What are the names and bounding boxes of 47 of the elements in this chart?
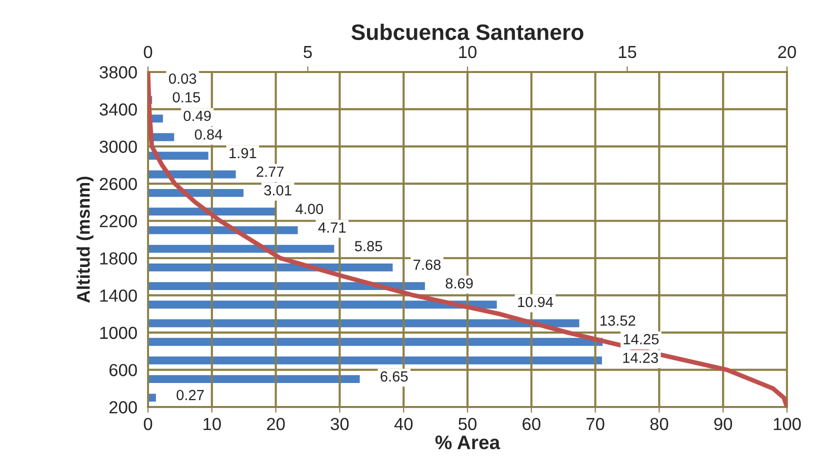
y-axis-title: Altitud (msnm) [76, 176, 94, 303]
x-tick-label: 10 [204, 418, 221, 430]
x-tick-label: 100 [774, 418, 801, 430]
data-label: 10.94 [518, 296, 554, 308]
data-label: 14.25 [624, 334, 659, 344]
data-label: 5.85 [354, 241, 382, 252]
data-label: 7.68 [414, 260, 441, 270]
y-tick-label: 2200 [100, 215, 137, 228]
data-label: 0.15 [172, 92, 200, 102]
y-tick-label: 1000 [100, 326, 137, 340]
x-axis-title: % Area [435, 436, 500, 450]
x-tick-label: 30 [330, 418, 349, 430]
y-tick-label: 200 [109, 401, 137, 414]
data-label: 0.49 [184, 110, 211, 122]
y-tick-label: 1400 [100, 290, 137, 302]
x-tick-label: 50 [458, 418, 476, 430]
x2-tick-label: 20 [778, 46, 796, 58]
y-tick-label: 1800 [100, 252, 137, 265]
x2-tick-label: 10 [459, 46, 476, 58]
data-label: 4.71 [318, 222, 346, 233]
y-tick-label: 600 [110, 364, 137, 376]
data-label: 0.03 [168, 74, 196, 84]
data-label: 2.77 [256, 166, 284, 177]
x-tick-label: 60 [522, 418, 540, 430]
data-label: 14.23 [623, 352, 658, 363]
x-tick-label: 90 [714, 418, 732, 430]
data-label: 6.65 [380, 371, 408, 382]
data-label: 0.27 [176, 390, 204, 400]
y-tick-label: 3000 [100, 140, 137, 153]
x-tick-label: 20 [267, 418, 285, 430]
y-tick-label: 3800 [100, 66, 137, 78]
x-tick-label: 70 [586, 418, 604, 430]
y-tick-label: 3400 [100, 103, 137, 116]
x2-tick-label: 0 [144, 46, 152, 58]
x2-tick-label: 5 [304, 46, 312, 58]
data-label: 1.91 [230, 148, 256, 158]
y-tick-label: 2600 [100, 178, 137, 190]
data-label: 4.00 [296, 204, 324, 214]
data-label: 8.69 [446, 278, 473, 289]
x-tick-label: 80 [650, 418, 668, 430]
data-label: 0.84 [194, 129, 222, 140]
data-label: 13.52 [600, 315, 636, 326]
data-label: 3.01 [264, 185, 292, 196]
chart-title: Subcuenca Santanero [351, 24, 584, 40]
x-tick-label: 0 [144, 418, 152, 430]
x2-tick-label: 15 [618, 46, 636, 58]
x-tick-label: 40 [394, 418, 413, 430]
